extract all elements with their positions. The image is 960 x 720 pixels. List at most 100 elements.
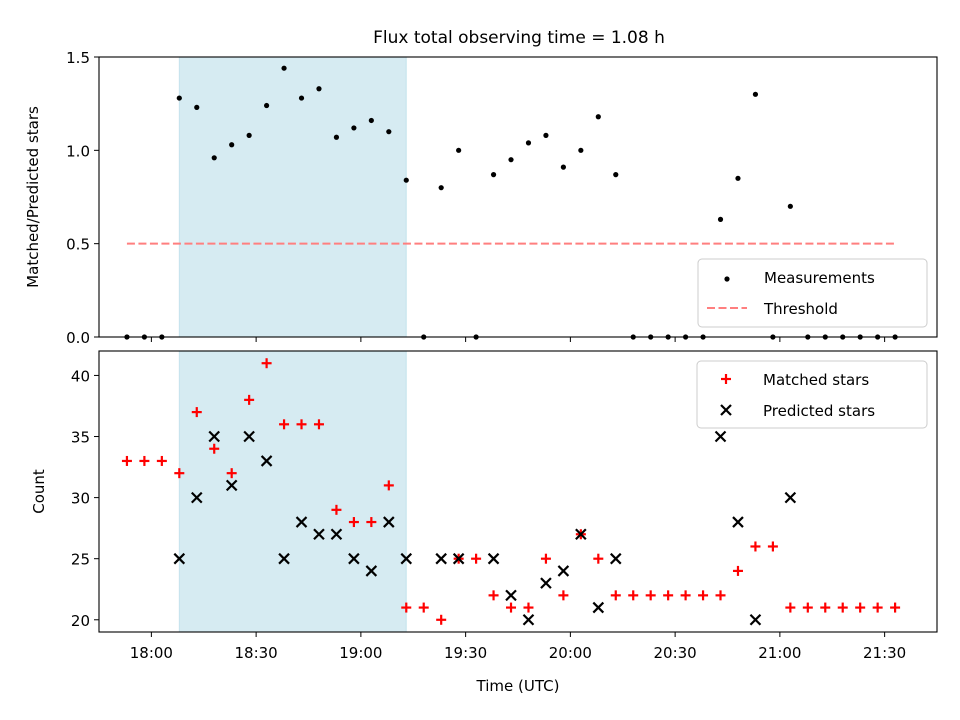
data-point [802, 602, 813, 613]
data-point [383, 480, 394, 491]
data-point [194, 104, 200, 110]
data-point [837, 602, 848, 613]
data-point [313, 528, 325, 541]
data-point [714, 430, 727, 443]
data-point [645, 590, 656, 601]
data-point [174, 468, 185, 479]
legend-box [697, 258, 928, 328]
data-point [211, 155, 217, 161]
data-point [436, 614, 447, 625]
data-point [750, 541, 761, 552]
data-point [209, 443, 220, 454]
data-point [383, 516, 395, 528]
data-point [438, 185, 444, 191]
y-tick-label: 0.0 [66, 329, 90, 347]
data-point [298, 95, 305, 101]
data-point [787, 203, 793, 209]
y-tick-label: 0.5 [66, 236, 90, 254]
data-point [890, 602, 901, 613]
data-point [592, 601, 605, 614]
data-point [610, 590, 621, 601]
data-point [418, 602, 429, 613]
x-tick-label: 21:00 [758, 644, 801, 662]
data-point [279, 419, 290, 430]
data-point [400, 552, 413, 565]
axes-frame [98, 56, 938, 338]
data-point [558, 590, 569, 601]
legend-label: Predicted stars [763, 402, 875, 420]
data-point [229, 142, 235, 148]
data-point [401, 602, 412, 613]
x-tick-label: 18:00 [130, 644, 173, 662]
legend-marker [721, 374, 731, 384]
data-point [732, 516, 744, 528]
top-panel: 0.0 0.5 1.0 1.5 Matched/Predicted stars Measu… [24, 49, 938, 347]
data-point [452, 552, 465, 565]
data-point [543, 132, 549, 138]
legend-key-0 [724, 276, 730, 282]
data-point [525, 140, 532, 146]
data-point [523, 602, 534, 613]
data-point [333, 134, 340, 140]
legend-key-1 [720, 404, 732, 416]
data-point [365, 565, 378, 577]
data-point [121, 455, 132, 466]
legend-marker [724, 276, 730, 282]
data-point [560, 164, 566, 170]
y-tick-label: 25 [71, 551, 90, 569]
observing-window-band [178, 350, 407, 633]
data-point [872, 602, 883, 613]
axes-frame [98, 350, 938, 633]
data-point [351, 125, 357, 131]
data-point [735, 175, 741, 181]
data-point [609, 552, 622, 565]
legend: Matched stars Predicted stars [696, 360, 928, 429]
y-tick-label: 35 [71, 429, 90, 447]
data-point [575, 528, 587, 541]
x-tick-label: 19:00 [339, 644, 382, 662]
data-point [487, 552, 500, 565]
data-point [508, 157, 514, 163]
data-point [190, 491, 203, 504]
data-point [506, 602, 517, 613]
data-point [226, 468, 237, 479]
data-point [243, 430, 255, 443]
y-tick-label: 30 [71, 490, 90, 508]
chart-title: Flux total observing time = 1.08 h [373, 28, 665, 48]
data-point [246, 132, 252, 138]
data-point [613, 172, 619, 178]
data-point [208, 430, 221, 443]
data-point [557, 565, 570, 577]
data-point [366, 517, 377, 528]
data-point [435, 552, 447, 565]
legend-marker [720, 404, 732, 416]
x-tick-label: 20:30 [654, 644, 697, 662]
data-point [715, 590, 726, 601]
data-point [471, 553, 482, 564]
y-tick-label: 1.0 [66, 142, 90, 160]
data-point [785, 602, 796, 613]
data-point [767, 541, 778, 552]
data-point [488, 590, 499, 601]
data-point [225, 479, 238, 492]
data-point [717, 216, 724, 222]
data-point [680, 590, 691, 601]
data-point [348, 517, 359, 528]
data-point [316, 86, 322, 92]
data-point [540, 553, 551, 564]
data-point [191, 407, 202, 418]
legend-box [696, 360, 928, 429]
data-point [784, 491, 797, 504]
data-point [403, 177, 409, 183]
data-point [752, 91, 759, 97]
data-point [296, 419, 307, 430]
data-point [139, 455, 150, 466]
data-point [173, 552, 186, 565]
y-tick-label: 1.5 [66, 49, 90, 67]
data-point [386, 129, 392, 135]
data-point [348, 552, 360, 565]
data-point [264, 102, 270, 109]
legend-key-0 [721, 374, 731, 384]
legend: Measurements Threshold [697, 258, 928, 328]
